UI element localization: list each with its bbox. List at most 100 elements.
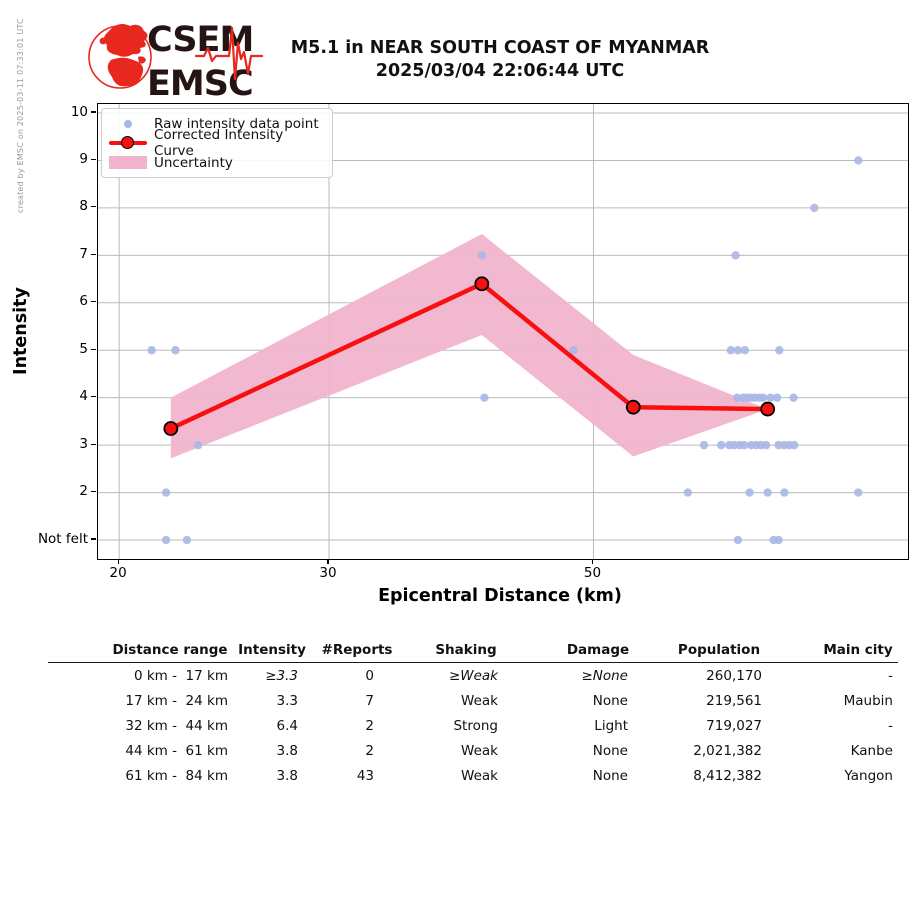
y-tick-mark [91, 538, 96, 540]
y-tick-label: 4 [79, 388, 88, 405]
corrected-intensity-marker [625, 399, 641, 415]
raw-intensity-point [763, 488, 772, 497]
raw-intensity-point [171, 346, 180, 355]
table-cell-r1c3: Weak [461, 693, 498, 709]
table-cell-r3c3: Weak [461, 743, 498, 759]
y-tick-mark [91, 348, 96, 350]
raw-point-swatch-icon [107, 119, 149, 128]
table-header-6: Main city [823, 642, 893, 658]
y-tick-label: 6 [79, 293, 88, 310]
corrected-intensity-curve [168, 281, 770, 431]
raw-intensity-point [477, 251, 487, 260]
table-cell-r1c4: None [592, 693, 628, 709]
table-cell-r1c1: 3.3 [276, 693, 298, 709]
table-header-1: Intensity [238, 642, 306, 658]
corrected-intensity-marker [474, 276, 490, 292]
table-cell-r0c1: ≥3.3 [265, 668, 298, 684]
raw-intensity-point [854, 156, 863, 165]
raw-intensity-point [740, 440, 749, 450]
table-cell-r4c1: 3.8 [276, 768, 298, 784]
table-cell-r4c6: Yangon [844, 768, 893, 784]
x-tick-mark [117, 559, 119, 564]
raw-intensity-point [775, 346, 784, 355]
table-cell-r0c4: ≥None [581, 668, 628, 684]
raw-intensity-point [161, 488, 171, 497]
table-cell-r1c5: 219,561 [706, 693, 762, 709]
y-tick-mark [91, 111, 96, 113]
title-line-1: M5.1 in NEAR SOUTH COAST OF MYANMAR [290, 38, 710, 58]
raw-intensity-point [772, 393, 782, 402]
chart-canvas [98, 104, 908, 559]
corrected-intensity-marker [760, 401, 776, 417]
corrected-intensity-marker [163, 421, 179, 436]
table-header-rule [48, 662, 898, 664]
table-cell-r2c3: Strong [453, 718, 498, 734]
table-cell-r2c1: 6.4 [276, 718, 298, 734]
x-axis-label: Epicentral Distance (km) [378, 586, 622, 606]
x-tick-label: 20 [109, 565, 127, 581]
raw-intensity-point [758, 393, 768, 402]
raw-intensity-point [731, 251, 740, 260]
raw-intensity-point [147, 346, 156, 355]
legend-label-uncertainty: Uncertainty [154, 154, 233, 171]
raw-intensity-point [810, 203, 819, 213]
table-cell-r1c0: 17 km - 24 km [125, 693, 228, 709]
table-cell-r2c0: 32 km - 44 km [125, 718, 228, 734]
table-cell-r2c5: 719,027 [706, 718, 762, 734]
table-cell-r2c4: Light [594, 718, 628, 734]
table-header-3: Shaking [435, 642, 497, 658]
table-cell-r3c1: 3.8 [276, 743, 298, 759]
raw-intensity-point [733, 535, 743, 545]
table-cell-r3c6: Kanbe [850, 743, 893, 759]
x-tick-label: 30 [319, 565, 337, 581]
table-cell-r3c5: 2,021,382 [693, 743, 762, 759]
y-tick-mark [91, 396, 96, 398]
y-tick-label: 10 [70, 103, 88, 120]
raw-intensity-point [766, 393, 775, 402]
table-cell-r1c2: 7 [365, 693, 374, 709]
raw-intensity-point [569, 346, 578, 355]
raw-intensity-point [789, 393, 798, 402]
uncertainty-band [170, 234, 763, 459]
table-cell-r0c6: - [888, 668, 893, 684]
raw-intensity-point [683, 488, 693, 497]
table-cell-r4c0: 61 km - 84 km [125, 768, 228, 784]
table-cell-r2c6: - [888, 718, 893, 734]
title-line-2: 2025/03/04 22:06:44 UTC [375, 60, 625, 81]
curve-swatch-icon [107, 136, 149, 150]
y-tick-label: 2 [79, 483, 88, 500]
y-tick-mark [91, 158, 96, 161]
raw-intensity-point [854, 488, 863, 497]
raw-intensity-point [182, 535, 192, 545]
table-header-2: #Reports [321, 642, 393, 658]
raw-intensity-point [790, 440, 799, 450]
table-cell-r4c2: 43 [356, 768, 374, 784]
y-tick-mark [91, 443, 96, 445]
page-title: M5.1 in NEAR SOUTH COAST OF MYANMAR 2025… [208, 37, 792, 82]
y-tick-label: 5 [79, 340, 88, 357]
x-tick-mark [327, 559, 329, 564]
table-cell-r3c2: 2 [365, 743, 374, 759]
table-header-4: Damage [566, 642, 630, 658]
table-cell-r4c3: Weak [461, 768, 498, 784]
y-tick-label: Not felt [37, 530, 88, 547]
table-cell-r2c2: 2 [365, 718, 374, 734]
y-tick-label: 9 [79, 150, 88, 167]
y-tick-label: 8 [79, 198, 88, 215]
legend: Raw intensity data point Corrected Inten… [101, 108, 333, 178]
table-cell-r3c0: 44 km - 61 km [125, 743, 228, 759]
legend-label-curve: Corrected Intensity Curve [154, 127, 284, 159]
x-tick-mark [591, 559, 594, 564]
raw-intensity-point [699, 440, 709, 450]
uncertainty-swatch-icon [107, 156, 149, 169]
raw-intensity-point [732, 393, 742, 402]
table-cell-r0c3: ≥Weak [448, 668, 498, 684]
raw-intensity-point [774, 440, 783, 450]
y-tick-mark [91, 206, 96, 208]
x-tick-label: 50 [583, 565, 602, 581]
raw-intensity-point [726, 346, 736, 355]
y-tick-label: 3 [79, 435, 88, 452]
table-cell-r1c6: Maubin [843, 693, 893, 709]
seismogram-icon [194, 26, 264, 81]
